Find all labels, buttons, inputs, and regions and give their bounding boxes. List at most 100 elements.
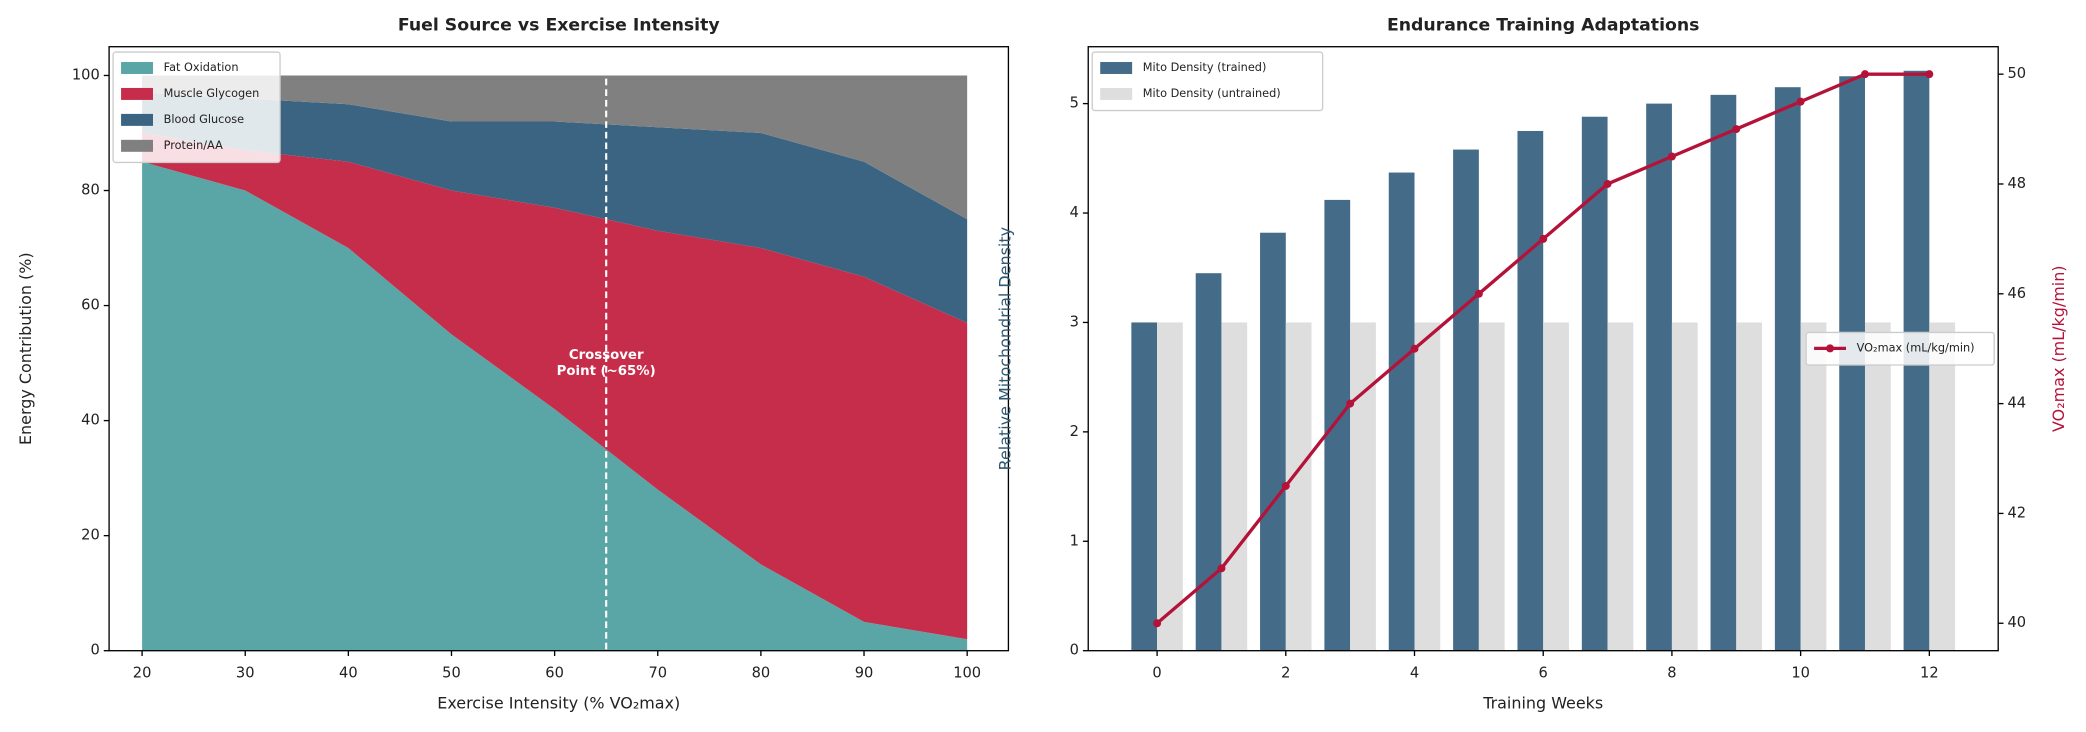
marker	[1667, 152, 1676, 161]
y2-tick-label: 40	[2008, 614, 2027, 631]
legend-swatch	[1826, 344, 1835, 353]
x-tick-label: 2	[1281, 664, 1290, 681]
y-tick-label: 2	[1070, 423, 1079, 440]
marker	[1603, 179, 1612, 188]
marker	[1860, 70, 1869, 79]
x-tick-label: 60	[545, 664, 564, 681]
y-tick-label: 4	[1070, 204, 1079, 221]
marker	[1153, 619, 1162, 628]
chart-title: Endurance Training Adaptations	[1387, 15, 1700, 35]
x-tick-label: 0	[1152, 664, 1161, 681]
x-tick-label: 100	[953, 664, 981, 681]
y-axis-label: Energy Contribution (%)	[16, 252, 35, 445]
bar	[1646, 103, 1672, 651]
legend-label: Fat Oxidation	[164, 61, 239, 74]
legend-box	[1091, 51, 1324, 112]
x-axis-label: Exercise Intensity (% VO₂max)	[437, 693, 680, 712]
legend: VO₂max (mL/kg/min)	[1805, 331, 1995, 366]
y2-tick-label: 48	[2008, 175, 2027, 192]
bar	[1453, 149, 1479, 651]
y2-tick-label: 44	[2008, 395, 2027, 412]
y-tick-label: 3	[1070, 313, 1079, 330]
bar	[1864, 322, 1891, 651]
marker	[1539, 234, 1548, 243]
bar	[1581, 116, 1608, 651]
bar	[1221, 322, 1248, 651]
axes-frame	[108, 46, 1010, 652]
area	[142, 161, 968, 651]
marker	[1925, 70, 1934, 79]
legend-label: Mito Density (trained)	[1143, 61, 1267, 74]
y-axis-label: Relative Mitochondrial Density	[995, 227, 1014, 470]
y2-tick-label: 50	[2008, 65, 2027, 82]
bar	[1285, 322, 1312, 651]
bar	[1131, 322, 1158, 651]
legend-swatch	[121, 87, 153, 100]
x-tick-label: 10	[1791, 664, 1810, 681]
legend-label: VO₂max (mL/kg/min)	[1857, 341, 1975, 354]
marker	[1796, 97, 1805, 106]
bar	[1543, 322, 1569, 651]
bar	[1195, 273, 1222, 651]
marker	[1410, 344, 1419, 353]
y-tick-label: 60	[81, 297, 100, 314]
y2-axis-label: VO₂max (mL/kg/min)	[2049, 265, 2068, 432]
legend-label: Muscle Glycogen	[164, 87, 260, 100]
legend-box	[112, 51, 281, 164]
legend-label: Protein/AA	[164, 139, 223, 152]
y2-tick-label: 42	[2008, 504, 2027, 521]
legend: Mito Density (trained) Mito Density (untr…	[1091, 51, 1324, 112]
x-tick-label: 70	[648, 664, 667, 681]
x-tick-label: 30	[236, 664, 255, 681]
area	[142, 92, 968, 323]
bar	[1607, 322, 1634, 651]
legend-swatch	[121, 62, 153, 74]
bar	[1774, 87, 1801, 651]
y2-tick-label: 46	[2008, 285, 2027, 302]
x-tick-label: 8	[1667, 664, 1676, 681]
plot-area	[142, 75, 968, 651]
x-tick-label: 4	[1410, 664, 1419, 681]
y-tick-label: 40	[81, 412, 100, 429]
y-tick-label: 100	[72, 66, 100, 83]
y-tick-label: 0	[90, 642, 99, 659]
bar	[1710, 94, 1737, 651]
chart-title: Fuel Source vs Exercise Intensity	[398, 15, 720, 35]
marker	[1281, 481, 1290, 490]
bar	[1671, 322, 1698, 651]
bar	[1260, 232, 1286, 651]
area	[142, 75, 968, 220]
y-tick-label: 80	[81, 182, 100, 199]
bar	[1736, 322, 1763, 651]
marker	[1346, 399, 1355, 408]
x-tick-label: 40	[339, 664, 358, 681]
y-tick-label: 0	[1070, 642, 1079, 659]
bar	[1157, 322, 1183, 651]
legend-swatch	[1100, 87, 1133, 100]
legend-swatch	[121, 139, 153, 152]
legend: Fat Oxidation Muscle Glycogen Blood Glucos…	[112, 51, 281, 164]
marker	[1217, 564, 1226, 573]
bar	[1929, 322, 1956, 651]
bar	[1800, 322, 1827, 651]
x-tick-label: 90	[855, 664, 874, 681]
area	[142, 132, 968, 640]
bar	[1414, 322, 1441, 651]
legend-box	[1805, 331, 1995, 366]
x-axis-label: Training Weeks	[1482, 693, 1603, 712]
bar	[1517, 130, 1544, 651]
bar	[1324, 199, 1351, 651]
y-tick-label: 5	[1070, 95, 1079, 112]
y-tick-label: 1	[1070, 532, 1079, 549]
x-tick-label: 20	[133, 664, 152, 681]
legend-label: Mito Density (untrained)	[1143, 87, 1281, 100]
x-tick-label: 6	[1539, 664, 1548, 681]
legend-swatch	[121, 113, 153, 126]
legend-label: Blood Glucose	[164, 113, 245, 126]
y-tick-label: 20	[81, 527, 100, 544]
legend-swatch	[1100, 62, 1133, 74]
x-tick-label: 12	[1920, 664, 1939, 681]
x-tick-label: 50	[442, 664, 461, 681]
